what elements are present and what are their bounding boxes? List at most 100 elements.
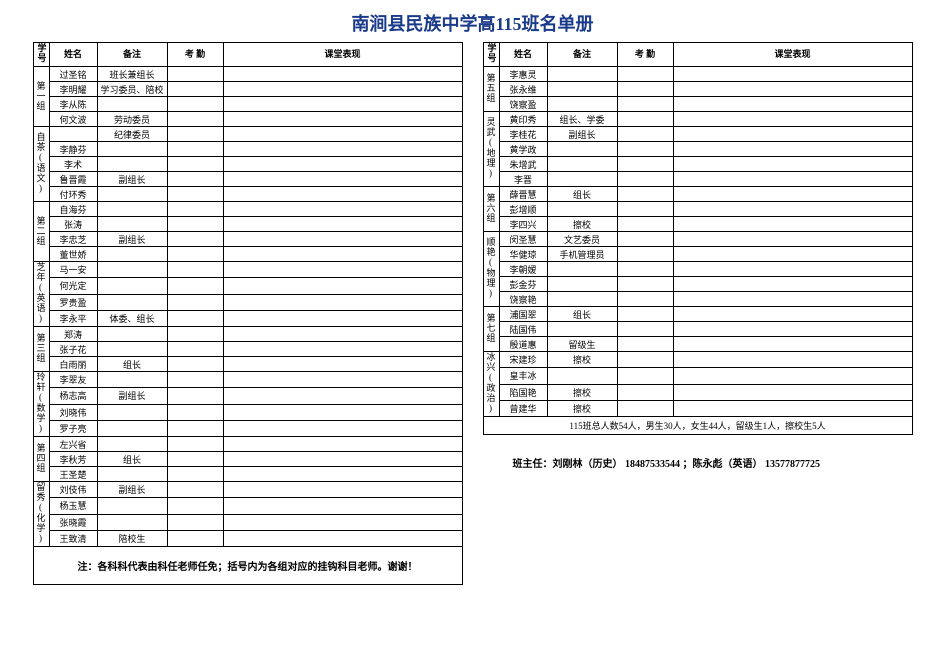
note-cell — [547, 262, 617, 277]
ketang-cell — [673, 292, 912, 307]
name-cell: 何文波 — [49, 112, 97, 127]
teacher-info: 班主任：刘刚林（历史） 18487533544 ；陈永彪（英语） 1357787… — [483, 455, 913, 470]
left-table: 学号 姓名 备注 考 勤 课堂表现 第一组过圣铭班长兼组长李明耀学习委员、陪校李… — [33, 42, 463, 547]
name-cell: 彭金芬 — [499, 277, 547, 292]
note-cell — [97, 202, 167, 217]
table-row: 皇丰冰 — [483, 368, 912, 384]
name-cell: 鲁晋霞 — [49, 172, 97, 187]
ketang-cell — [223, 247, 462, 262]
note-cell — [97, 142, 167, 157]
name-cell: 刘晓伟 — [49, 404, 97, 420]
kaoqin-cell — [167, 467, 223, 482]
table-row: 李四兴擦校 — [483, 217, 912, 232]
kaoqin-cell — [167, 404, 223, 420]
ketang-cell — [223, 342, 462, 357]
kaoqin-cell — [167, 514, 223, 530]
note-cell — [97, 342, 167, 357]
kaoqin-cell — [167, 357, 223, 372]
ketang-cell — [223, 278, 462, 294]
table-row: 何文波劳动委员 — [33, 112, 462, 127]
kaoqin-cell — [167, 127, 223, 142]
kaoqin-cell — [167, 262, 223, 278]
name-cell: 华健琼 — [499, 247, 547, 262]
name-cell: 李从陈 — [49, 97, 97, 112]
ketang-cell — [223, 97, 462, 112]
table-row: 王致清陪校生 — [33, 530, 462, 546]
table-row: 朱增武 — [483, 157, 912, 172]
col-ketang: 课堂表现 — [223, 43, 462, 67]
kaoqin-cell — [167, 187, 223, 202]
kaoqin-cell — [167, 217, 223, 232]
note-cell: 副组长 — [97, 482, 167, 498]
left-footer-note: 注：各科科代表由科任老师任免；括号内为各组对应的挂钩科目老师。谢谢！ — [33, 547, 463, 585]
ketang-cell — [223, 452, 462, 467]
ketang-cell — [673, 384, 912, 400]
ketang-cell — [223, 157, 462, 172]
col-xingming: 姓名 — [49, 43, 97, 67]
table-row: 李朝嫒 — [483, 262, 912, 277]
note-cell: 组长 — [547, 187, 617, 202]
kaoqin-cell — [167, 278, 223, 294]
ketang-cell — [673, 307, 912, 322]
note-cell: 组长 — [97, 452, 167, 467]
ketang-cell — [673, 82, 912, 97]
name-cell: 杨玉慧 — [49, 498, 97, 514]
name-cell: 彭增顺 — [499, 202, 547, 217]
ketang-cell — [673, 67, 912, 82]
table-row: 自茶(语文)纪律委员 — [33, 127, 462, 142]
ketang-cell — [673, 187, 912, 202]
name-cell: 白雨丽 — [49, 357, 97, 372]
table-row: 白雨丽组长 — [33, 357, 462, 372]
note-cell — [97, 97, 167, 112]
right-column: 学号 姓名 备注 考 勤 课堂表现 第五组李惠灵张永维饶察盈灵武(地理)黄印秀组… — [483, 42, 913, 585]
note-cell — [97, 157, 167, 172]
name-cell: 李忠芝 — [49, 232, 97, 247]
kaoqin-cell — [617, 172, 673, 187]
note-cell — [547, 97, 617, 112]
group-label: 自茶(语文) — [33, 127, 49, 202]
table-row: 陆国伟 — [483, 322, 912, 337]
ketang-cell — [673, 127, 912, 142]
name-cell: 饶察艳 — [499, 292, 547, 307]
note-cell — [547, 202, 617, 217]
ketang-cell — [223, 82, 462, 97]
name-cell: 陷国艳 — [499, 384, 547, 400]
table-row: 第五组李惠灵 — [483, 67, 912, 82]
note-cell: 组长 — [97, 357, 167, 372]
kaoqin-cell — [617, 127, 673, 142]
kaoqin-cell — [617, 384, 673, 400]
note-cell — [97, 420, 167, 436]
ketang-cell — [223, 404, 462, 420]
ketang-cell — [223, 420, 462, 436]
kaoqin-cell — [617, 400, 673, 416]
kaoqin-cell — [167, 232, 223, 247]
kaoqin-cell — [617, 292, 673, 307]
note-cell: 留级生 — [547, 337, 617, 352]
right-table: 学号 姓名 备注 考 勤 课堂表现 第五组李惠灵张永维饶察盈灵武(地理)黄印秀组… — [483, 42, 913, 417]
kaoqin-cell — [167, 142, 223, 157]
table-row: 杨玉慧 — [33, 498, 462, 514]
name-cell: 左兴省 — [49, 437, 97, 452]
ketang-cell — [673, 400, 912, 416]
name-cell: 何光定 — [49, 278, 97, 294]
table-row: 第四组左兴省 — [33, 437, 462, 452]
name-cell: 自海芬 — [49, 202, 97, 217]
col-ketang: 课堂表现 — [673, 43, 912, 67]
table-row: 第六组薛晋慧组长 — [483, 187, 912, 202]
kaoqin-cell — [617, 307, 673, 322]
note-cell — [547, 67, 617, 82]
name-cell: 饶察盈 — [499, 97, 547, 112]
table-row: 灵武(地理)黄印秀组长、学委 — [483, 112, 912, 127]
kaoqin-cell — [617, 232, 673, 247]
table-row: 张涛 — [33, 217, 462, 232]
table-row: 第一组过圣铭班长兼组长 — [33, 67, 462, 82]
table-row: 玲轩(数学)李翠友 — [33, 372, 462, 388]
kaoqin-cell — [167, 342, 223, 357]
kaoqin-cell — [167, 67, 223, 82]
ketang-cell — [673, 232, 912, 247]
name-cell: 李四兴 — [499, 217, 547, 232]
note-cell: 擦校 — [547, 352, 617, 368]
note-cell: 班长兼组长 — [97, 67, 167, 82]
table-row: 罗子亮 — [33, 420, 462, 436]
kaoqin-cell — [617, 67, 673, 82]
